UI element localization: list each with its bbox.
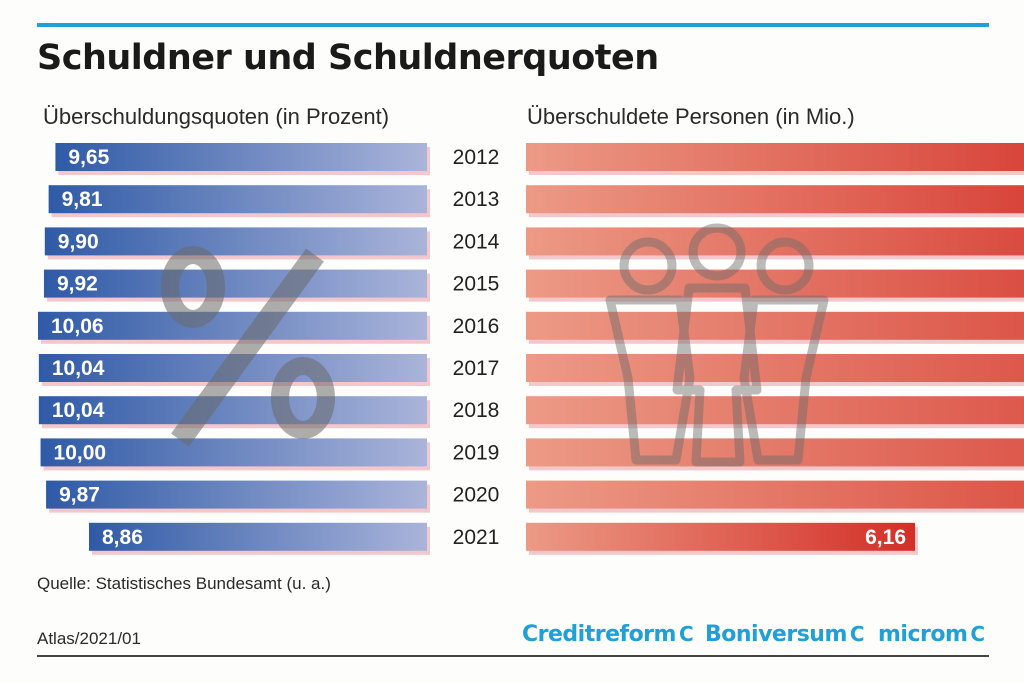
year-label: 2016 bbox=[453, 315, 500, 338]
year-label: 2015 bbox=[453, 273, 500, 296]
year-label: 2013 bbox=[453, 188, 500, 211]
left-bar bbox=[38, 396, 427, 425]
left-bar bbox=[46, 480, 427, 509]
atlas-id: Atlas/2021/01 bbox=[37, 629, 141, 648]
left-bars: 9,65 9,81 9,90 9,92 10,06 10,04 10,04 10,00 9,87… bbox=[38, 143, 431, 555]
right-bar bbox=[526, 354, 1024, 382]
right-bar bbox=[526, 143, 1024, 171]
year-label: 2012 bbox=[453, 146, 500, 169]
right-bar bbox=[526, 480, 1024, 509]
left-bar bbox=[44, 227, 428, 256]
right-bar bbox=[526, 185, 1024, 214]
left-bar bbox=[43, 269, 427, 298]
right-bar-label: 6,16 bbox=[865, 526, 906, 549]
year-label: 2020 bbox=[453, 484, 500, 507]
bottom-rule bbox=[37, 655, 989, 657]
boniversum-logo: Boniversum C bbox=[705, 622, 865, 647]
left-bar-label: 9,81 bbox=[62, 188, 103, 211]
top-rule bbox=[37, 23, 989, 27]
chart-title: Schuldner und Schuldnerquoten bbox=[37, 38, 659, 78]
left-bar bbox=[40, 438, 428, 467]
right-bar bbox=[526, 269, 1024, 298]
left-bar-label: 10,06 bbox=[51, 315, 104, 338]
left-bar bbox=[55, 143, 428, 171]
year-labels: 2012 2013 2014 2015 2016 2017 2018 2019 2020 2021 bbox=[453, 146, 500, 549]
year-label: 2014 bbox=[453, 230, 500, 253]
right-chart-subtitle: Überschuldete Personen (in Mio.) bbox=[527, 104, 855, 129]
left-bar-label: 9,87 bbox=[59, 484, 100, 507]
left-bar-label: 10,00 bbox=[54, 441, 107, 464]
left-bar-label: 8,86 bbox=[102, 526, 143, 549]
right-bar bbox=[526, 438, 1024, 467]
left-bar bbox=[48, 185, 427, 214]
left-bar-label: 9,92 bbox=[57, 273, 98, 296]
left-bar-label: 9,90 bbox=[58, 230, 99, 253]
left-bar bbox=[89, 522, 427, 551]
left-bar-label: 10,04 bbox=[52, 357, 105, 380]
percent-icon bbox=[161, 246, 335, 447]
right-bar bbox=[526, 227, 1024, 256]
people-icon bbox=[605, 223, 829, 467]
year-label: 2021 bbox=[453, 526, 500, 549]
right-bar bbox=[526, 311, 1024, 340]
left-bar-label: 9,65 bbox=[68, 146, 109, 169]
left-bar bbox=[38, 311, 427, 340]
creditreform-logo: Creditreform C bbox=[522, 622, 694, 647]
year-label: 2019 bbox=[453, 441, 500, 464]
year-label: 2018 bbox=[453, 399, 500, 422]
left-chart-subtitle: Überschuldungsquoten (in Prozent) bbox=[43, 104, 390, 129]
microm-logo: microm C bbox=[878, 622, 985, 647]
left-bar-label: 10,04 bbox=[52, 399, 105, 422]
right-bar bbox=[526, 522, 915, 551]
right-bar bbox=[526, 396, 1024, 425]
year-label: 2017 bbox=[453, 357, 500, 380]
source-note: Quelle: Statistisches Bundesamt (u. a.) bbox=[37, 574, 331, 593]
right-bars: 6,596,586,676,726,856,916,936,926,856,16 bbox=[526, 143, 1024, 555]
